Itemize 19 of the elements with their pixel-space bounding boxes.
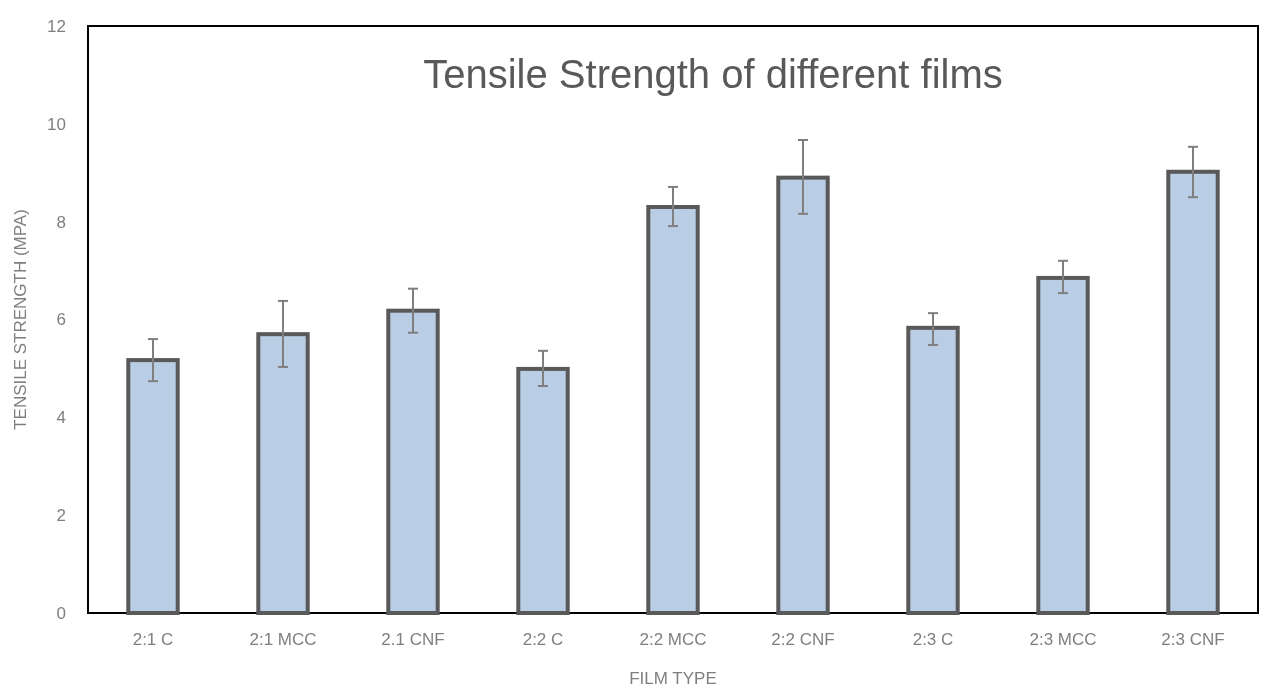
x-tick-label: 2:2 MCC xyxy=(639,630,707,649)
y-tick-label: 12 xyxy=(47,16,66,36)
x-tick-label: 2:3 MCC xyxy=(1029,630,1097,649)
y-tick-label: 8 xyxy=(56,212,66,232)
x-tick-label: 2:1 MCC xyxy=(249,630,317,649)
y-axis-title: TENSILE STRENGTH (MPA) xyxy=(11,209,30,430)
y-tick-label: 0 xyxy=(56,603,66,623)
x-tick-label: 2:2 C xyxy=(522,630,564,649)
x-tick-label: 2.1 CNF xyxy=(381,630,445,649)
x-tick-label: 2:3 C xyxy=(912,630,954,649)
x-axis-title: FILM TYPE xyxy=(629,669,717,688)
y-tick-label: 4 xyxy=(56,408,66,428)
x-tick-label: 2:1 C xyxy=(132,630,174,649)
y-tick-label: 10 xyxy=(47,114,66,134)
y-tick-label: 2 xyxy=(56,506,66,526)
y-tick-label: 6 xyxy=(56,310,66,330)
text: Tensile Strength of different films xyxy=(423,52,1003,96)
x-tick-label: 2:2 CNF xyxy=(771,630,835,649)
x-tick-label: 2:3 CNF xyxy=(1161,630,1225,649)
